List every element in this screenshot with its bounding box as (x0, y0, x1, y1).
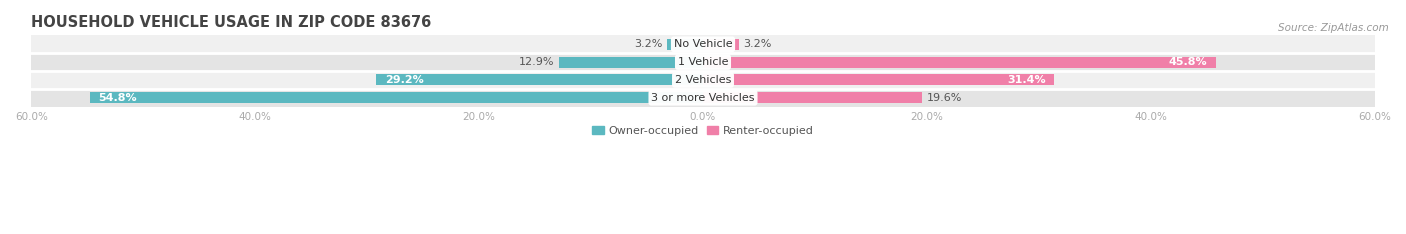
Text: 1 Vehicle: 1 Vehicle (678, 57, 728, 67)
Bar (703, 57, 1216, 68)
Text: 45.8%: 45.8% (1168, 57, 1206, 67)
Bar (668, 39, 703, 50)
Bar (703, 92, 922, 103)
Text: 3.2%: 3.2% (744, 39, 772, 49)
Bar (703, 74, 1054, 85)
Text: 29.2%: 29.2% (385, 75, 423, 85)
Bar (377, 74, 703, 85)
Text: No Vehicle: No Vehicle (673, 39, 733, 49)
Text: 54.8%: 54.8% (98, 93, 138, 103)
Text: Source: ZipAtlas.com: Source: ZipAtlas.com (1278, 23, 1389, 33)
Bar (558, 57, 703, 68)
Text: 2 Vehicles: 2 Vehicles (675, 75, 731, 85)
Bar (31, 53, 1375, 71)
Text: 19.6%: 19.6% (927, 93, 962, 103)
Text: 31.4%: 31.4% (1007, 75, 1046, 85)
Legend: Owner-occupied, Renter-occupied: Owner-occupied, Renter-occupied (588, 121, 818, 140)
Text: 3 or more Vehicles: 3 or more Vehicles (651, 93, 755, 103)
Bar (90, 92, 703, 103)
Text: 12.9%: 12.9% (519, 57, 554, 67)
Text: HOUSEHOLD VEHICLE USAGE IN ZIP CODE 83676: HOUSEHOLD VEHICLE USAGE IN ZIP CODE 8367… (31, 15, 432, 30)
Bar (31, 35, 1375, 53)
Bar (31, 71, 1375, 89)
Bar (31, 89, 1375, 107)
Bar (703, 39, 738, 50)
Text: 3.2%: 3.2% (634, 39, 662, 49)
